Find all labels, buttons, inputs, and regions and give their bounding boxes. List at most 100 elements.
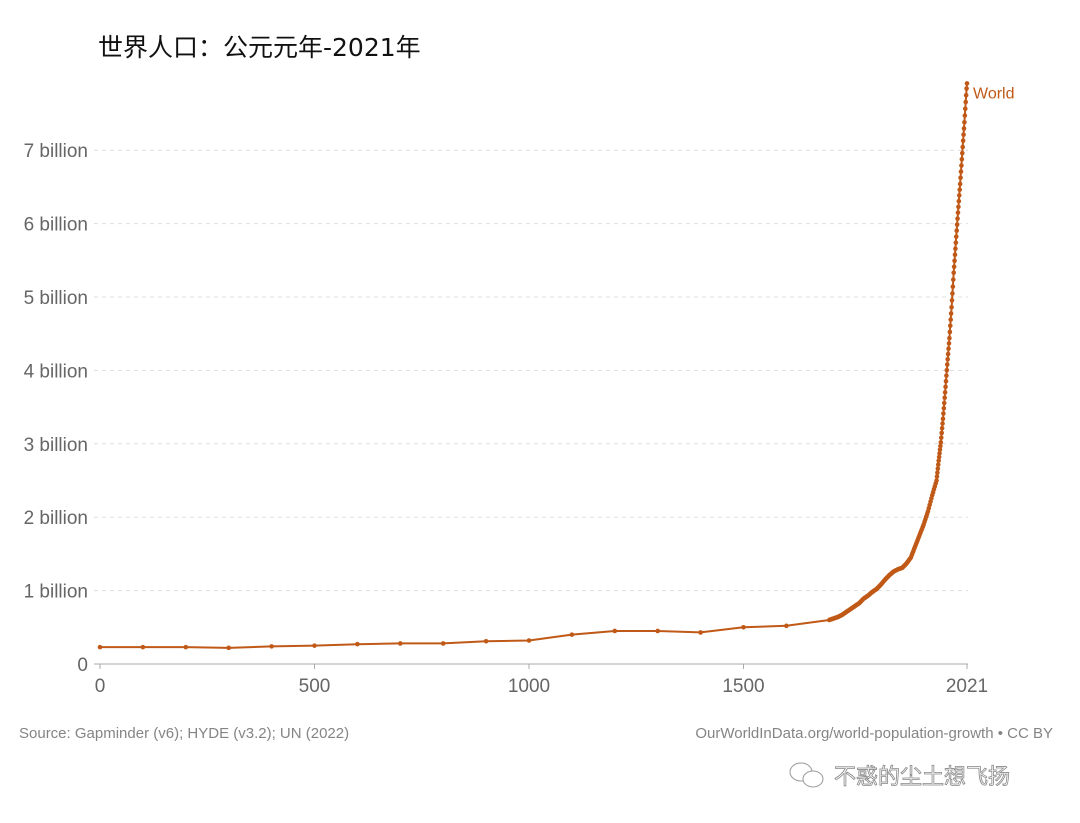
data-point bbox=[526, 638, 532, 643]
data-point bbox=[949, 304, 954, 310]
source-link[interactable]: OurWorldInData.org/world-population-grow… bbox=[695, 725, 1053, 742]
x-tick-label: 0 bbox=[95, 676, 106, 697]
data-point-interpolated bbox=[963, 92, 969, 98]
x-tick-label: 1000 bbox=[508, 676, 550, 697]
data-point-interpolated bbox=[946, 341, 952, 346]
data-point-interpolated bbox=[938, 435, 944, 440]
data-point bbox=[483, 638, 489, 644]
data-point-interpolated bbox=[952, 258, 957, 264]
data-point bbox=[183, 644, 189, 650]
y-tick-label: 1 billion bbox=[24, 582, 88, 603]
data-point bbox=[698, 630, 703, 635]
data-point-interpolated bbox=[936, 454, 942, 460]
data-point-interpolated bbox=[939, 425, 945, 431]
data-point-interpolated bbox=[952, 252, 958, 258]
data-point-interpolated bbox=[949, 298, 955, 303]
data-point-interpolated bbox=[956, 193, 962, 198]
data-point bbox=[947, 335, 952, 341]
data-point bbox=[955, 210, 961, 215]
data-point-interpolated bbox=[962, 106, 968, 112]
data-point-interpolated bbox=[937, 447, 943, 452]
data-point bbox=[959, 150, 965, 156]
data-point-interpolated bbox=[950, 277, 956, 282]
data-point-interpolated bbox=[953, 246, 958, 252]
data-point-interpolated bbox=[954, 222, 960, 227]
data-point-interpolated bbox=[944, 373, 949, 378]
data-point bbox=[964, 86, 969, 91]
data-point bbox=[569, 632, 575, 637]
data-point bbox=[938, 440, 944, 445]
data-point bbox=[269, 644, 274, 649]
data-point-interpolated bbox=[958, 169, 964, 174]
data-point-interpolated bbox=[958, 175, 963, 181]
data-point-interpolated bbox=[950, 284, 956, 289]
data-point-interpolated bbox=[960, 144, 966, 150]
wechat-icon bbox=[789, 762, 824, 788]
y-tick-label: 7 billion bbox=[24, 141, 88, 162]
data-point-interpolated bbox=[938, 443, 943, 449]
data-point bbox=[936, 458, 941, 463]
data-point bbox=[784, 623, 789, 629]
y-tick-label: 5 billion bbox=[24, 288, 88, 309]
data-point-interpolated bbox=[954, 228, 960, 233]
data-point-interpolated bbox=[962, 113, 968, 118]
x-tick-label: 500 bbox=[299, 676, 331, 697]
data-point-interpolated bbox=[937, 451, 942, 456]
data-point-interpolated bbox=[963, 99, 969, 105]
data-point-interpolated bbox=[950, 291, 955, 296]
y-tick-label: 0 bbox=[77, 655, 88, 676]
data-point bbox=[957, 181, 963, 187]
data-point-interpolated bbox=[961, 132, 966, 137]
data-point-interpolated bbox=[953, 234, 959, 239]
data-point bbox=[951, 270, 957, 276]
y-tick-label: 2 billion bbox=[24, 508, 88, 529]
data-point-interpolated bbox=[956, 198, 962, 204]
chart-title: 世界人口：公元元年-2021年 bbox=[98, 33, 421, 62]
data-point-interpolated bbox=[959, 163, 964, 168]
data-point-interpolated bbox=[948, 317, 953, 322]
data-point bbox=[940, 416, 946, 422]
data-point-interpolated bbox=[948, 311, 954, 316]
data-point-interpolated bbox=[940, 421, 945, 426]
data-point-interpolated bbox=[945, 351, 951, 357]
data-point bbox=[964, 81, 970, 86]
data-point-interpolated bbox=[935, 462, 941, 467]
data-point-interpolated bbox=[943, 378, 949, 384]
data-point-interpolated bbox=[942, 395, 947, 401]
data-point-interpolated bbox=[941, 400, 947, 406]
watermark: 不惑的尘土想飞扬 bbox=[834, 765, 1010, 790]
data-point bbox=[355, 641, 360, 647]
data-point bbox=[655, 628, 660, 634]
data-point bbox=[741, 625, 746, 630]
data-point-interpolated bbox=[947, 329, 953, 335]
data-point bbox=[312, 643, 317, 648]
data-point-interpolated bbox=[943, 384, 948, 390]
y-tick-label: 3 billion bbox=[24, 435, 88, 456]
data-point-interpolated bbox=[961, 126, 967, 131]
series-label: World bbox=[973, 85, 1015, 102]
data-point bbox=[97, 644, 103, 650]
x-tick-label: 1500 bbox=[722, 676, 764, 697]
data-point-interpolated bbox=[951, 264, 957, 270]
data-point bbox=[397, 641, 403, 646]
data-point-interpolated bbox=[939, 430, 944, 436]
data-point-interpolated bbox=[945, 356, 950, 362]
data-point bbox=[440, 641, 446, 646]
data-point bbox=[934, 478, 939, 483]
data-point-interpolated bbox=[944, 367, 950, 373]
data-point-interpolated bbox=[960, 138, 966, 144]
data-point bbox=[962, 120, 967, 125]
series-line-world bbox=[100, 83, 968, 649]
data-point-interpolated bbox=[941, 405, 947, 411]
data-point-interpolated bbox=[959, 157, 965, 162]
data-point-interpolated bbox=[946, 346, 951, 351]
data-point-interpolated bbox=[955, 216, 960, 221]
data-point bbox=[226, 645, 231, 651]
y-tick-label: 6 billion bbox=[24, 215, 88, 236]
data-point bbox=[612, 628, 618, 634]
data-point-interpolated bbox=[956, 204, 961, 210]
x-tick-label: 2021 bbox=[946, 676, 988, 697]
data-point bbox=[942, 390, 948, 395]
data-point bbox=[953, 240, 959, 245]
